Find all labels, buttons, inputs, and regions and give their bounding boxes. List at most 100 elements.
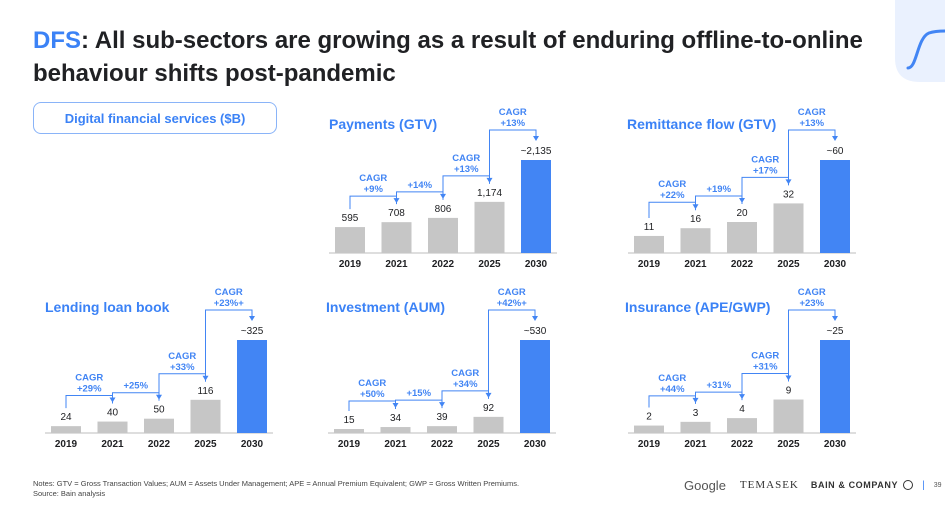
- cagr-label: CAGR: [658, 373, 686, 384]
- cagr-label: +14%: [407, 180, 432, 191]
- cagr-connector: [441, 390, 489, 409]
- value-label-2022: 39: [436, 412, 448, 423]
- value-label-2019: 595: [342, 213, 359, 224]
- cagr-label: +13%: [500, 118, 525, 129]
- cagr-label: CAGR: [215, 287, 243, 298]
- cagr-label: +31%: [706, 380, 731, 391]
- tick-label-2025: 2025: [777, 439, 800, 450]
- cagr-label: +42%+: [497, 298, 528, 309]
- cagr-label: CAGR: [751, 154, 779, 165]
- cagr-connector: [695, 195, 743, 211]
- value-label-2030: ~325: [241, 326, 264, 337]
- cagr-label: +13%: [799, 118, 824, 129]
- chart-title-lending: Lending loan book: [45, 299, 170, 315]
- cagr-label: CAGR: [751, 351, 779, 362]
- value-label-2019: 11: [644, 222, 655, 233]
- cagr-label: +29%: [77, 384, 102, 395]
- tick-label-2025: 2025: [194, 439, 217, 450]
- sector-pill: Digital financial services ($B): [33, 102, 277, 134]
- bar-2025: [473, 416, 504, 433]
- page-title: DFS: All sub-sectors are growing as a re…: [33, 24, 945, 90]
- value-label-2021: 40: [107, 408, 119, 419]
- cagr-label: +44%: [660, 384, 685, 395]
- page-number: 39: [933, 481, 942, 489]
- title-text: : All sub-sectors are growing as a resul…: [33, 27, 863, 87]
- bar-2022: [427, 426, 457, 433]
- tick-label-2030: 2030: [241, 439, 264, 450]
- bar-2022: [144, 418, 174, 433]
- chart-title-payments: Payments (GTV): [329, 116, 438, 132]
- value-label-2019: 24: [60, 412, 72, 423]
- tick-label-2022: 2022: [432, 259, 455, 270]
- tick-label-2030: 2030: [524, 439, 547, 450]
- tick-label-2019: 2019: [638, 439, 661, 450]
- cagr-label: CAGR: [451, 368, 479, 379]
- cagr-connector: [396, 191, 444, 205]
- cagr-label: CAGR: [452, 153, 480, 164]
- bar-2021: [680, 421, 711, 433]
- cagr-label: CAGR: [75, 373, 103, 384]
- chart-title-insurance: Insurance (APE/GWP): [625, 299, 771, 315]
- cagr-label: +34%: [453, 379, 478, 390]
- cagr-label: CAGR: [359, 173, 387, 184]
- bar-2030: [521, 160, 551, 253]
- bar-2019: [334, 429, 364, 433]
- bar-2021: [680, 228, 711, 253]
- value-label-2025: 32: [783, 189, 795, 200]
- tick-label-2021: 2021: [684, 259, 707, 270]
- cagr-connector: [65, 395, 113, 409]
- chart-investment: 152019342021392022922025~5302030CAGR+50%…: [328, 287, 556, 450]
- title-accent: DFS: [33, 27, 81, 54]
- tick-label-2030: 2030: [525, 259, 548, 270]
- bar-2030: [820, 160, 850, 253]
- bar-2019: [335, 227, 365, 253]
- bar-2022: [428, 217, 458, 253]
- bain-logo: BAIN & COMPANY: [810, 480, 899, 490]
- value-label-2025: 92: [483, 403, 495, 414]
- cagr-label: CAGR: [798, 287, 826, 298]
- chart-title-investment: Investment (AUM): [326, 299, 446, 315]
- bar-2030: [820, 340, 850, 433]
- cagr-connector: [741, 373, 789, 401]
- value-label-2021: 34: [390, 413, 402, 424]
- tick-label-2019: 2019: [339, 259, 362, 270]
- cagr-label: CAGR: [498, 287, 526, 298]
- cagr-connector: [695, 391, 743, 404]
- cagr-connector: [788, 129, 836, 186]
- cagr-connector: [112, 392, 160, 404]
- tick-label-2019: 2019: [338, 439, 361, 450]
- cagr-label: +50%: [360, 389, 385, 400]
- bar-2025: [773, 399, 804, 433]
- chart-payments: 595 2019 708 2021 806 2022 1,174 2025 ~2,135 2030…: [329, 107, 557, 270]
- value-label-2030: ~25: [827, 326, 844, 337]
- cagr-label: +17%: [753, 165, 778, 176]
- tick-label-2021: 2021: [385, 259, 408, 270]
- temasek-logo: TEMASEK: [739, 479, 799, 491]
- deco-curve-icon: [895, 0, 945, 82]
- value-label-2019: 2: [646, 412, 652, 423]
- value-label-2019: 15: [343, 415, 355, 426]
- tick-label-2021: 2021: [101, 439, 124, 450]
- bar-2019: [51, 426, 81, 433]
- cagr-label: +31%: [753, 362, 778, 373]
- tick-label-2022: 2022: [731, 259, 754, 270]
- chart-remittance: 112019162021202022322025~602030CAGR+22%+…: [628, 107, 856, 270]
- cagr-connector: [395, 399, 443, 410]
- bar-2030: [520, 340, 550, 433]
- cagr-connector: [348, 400, 396, 411]
- cagr-label: +9%: [364, 184, 384, 195]
- cagr-connector: [648, 201, 696, 218]
- footnotes: Notes: GTV = Gross Transaction Values; A…: [33, 479, 519, 499]
- cagr-connector: [349, 195, 397, 210]
- tick-label-2022: 2022: [431, 439, 454, 450]
- sector-pill-label: Digital financial services ($B): [64, 110, 246, 126]
- cagr-label: CAGR: [358, 378, 386, 389]
- chart-title-remittance: Remittance flow (GTV): [627, 116, 777, 132]
- bar-2025: [474, 201, 505, 253]
- notes-line: Notes: GTV = Gross Transaction Values; A…: [33, 479, 520, 488]
- footer-logos: Google TEMASEK BAIN & COMPANY | 39: [684, 477, 942, 493]
- value-label-2030: ~530: [524, 326, 547, 337]
- value-label-2022: 806: [435, 204, 452, 215]
- cagr-arrow-icon: [832, 316, 838, 321]
